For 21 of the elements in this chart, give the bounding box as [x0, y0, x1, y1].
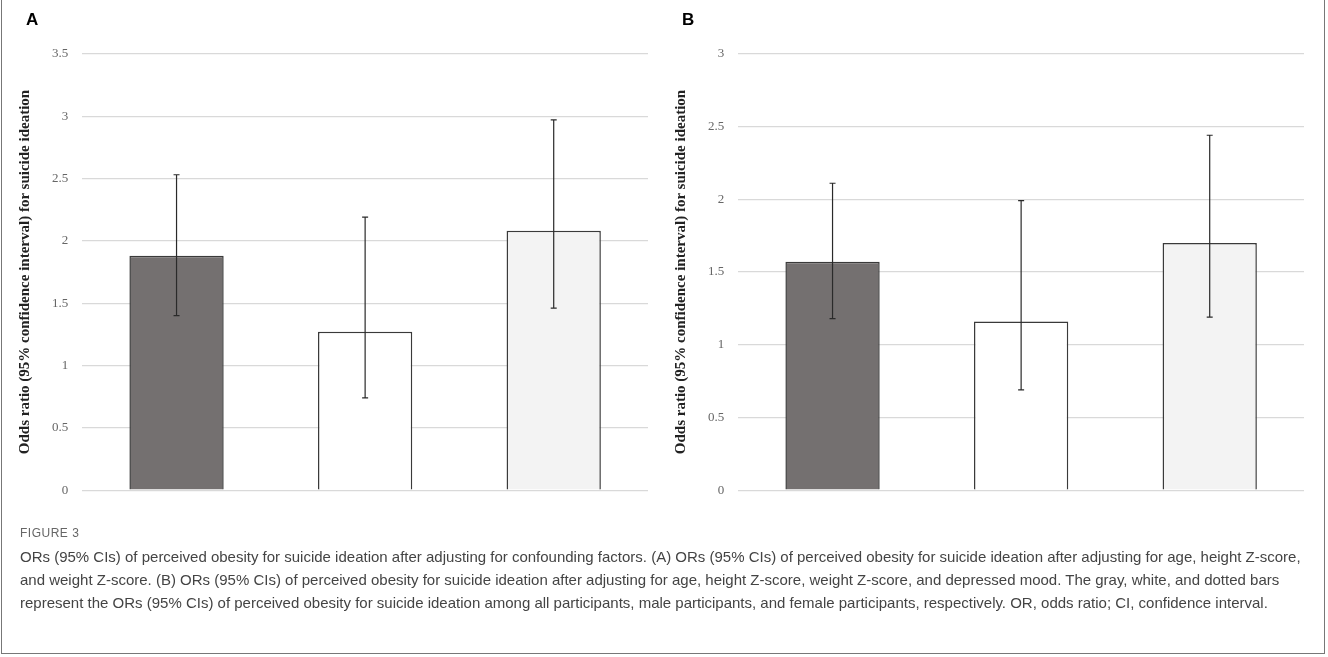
y-tick-label: 0.5 [708, 408, 725, 424]
y-tick-label: 2.5 [52, 169, 69, 185]
y-tick-label: 0.5 [52, 419, 69, 435]
y-tick-label: 1 [717, 336, 725, 352]
y-tick-label: 3.5 [52, 45, 69, 61]
y-tick-label: 2 [61, 232, 69, 248]
y-tick-label: 2 [717, 190, 725, 206]
y-tick-label: 3 [717, 45, 725, 61]
y-tick-label: 2.5 [708, 117, 725, 133]
y-tick-label: 3 [61, 107, 69, 123]
text: ORs (95% CIs) of perceived obesity for suicide ideation after adjusting for confounding factors. (A) ORs (95% CIs) of perceived obesity for suicide ideation after adjusting for age, height Z-score, and weight Z-score. (B) ORs (95% CIs) of perceived obesity for suicide ideation after adjusting for age, height Z-score, weight Z-score, and depressed mood. The gray, white, and dotted bars represent the ORs (95% CIs) of perceived obesity for suicide ideation among all participants, male participants, and female participants, respectively. OR, odds ratio; CI, confidence interval. [20, 547, 1302, 613]
y-axis-title: Odds ratio (95% confidence interval) for suicide ideation [15, 89, 33, 455]
y-tick-label: 0 [61, 481, 69, 497]
y-tick-label: 1.5 [708, 263, 725, 279]
caption: FIGURE 3 [20, 525, 81, 542]
y-tick-label: 0 [717, 481, 725, 497]
chart-title: B [682, 10, 695, 30]
y-tick-label: 1.5 [52, 294, 69, 310]
y-axis-title: Odds ratio (95% confidence interval) for suicide ideation [671, 89, 689, 455]
chart-title: A [26, 10, 39, 30]
y-tick-label: 1 [61, 356, 69, 372]
